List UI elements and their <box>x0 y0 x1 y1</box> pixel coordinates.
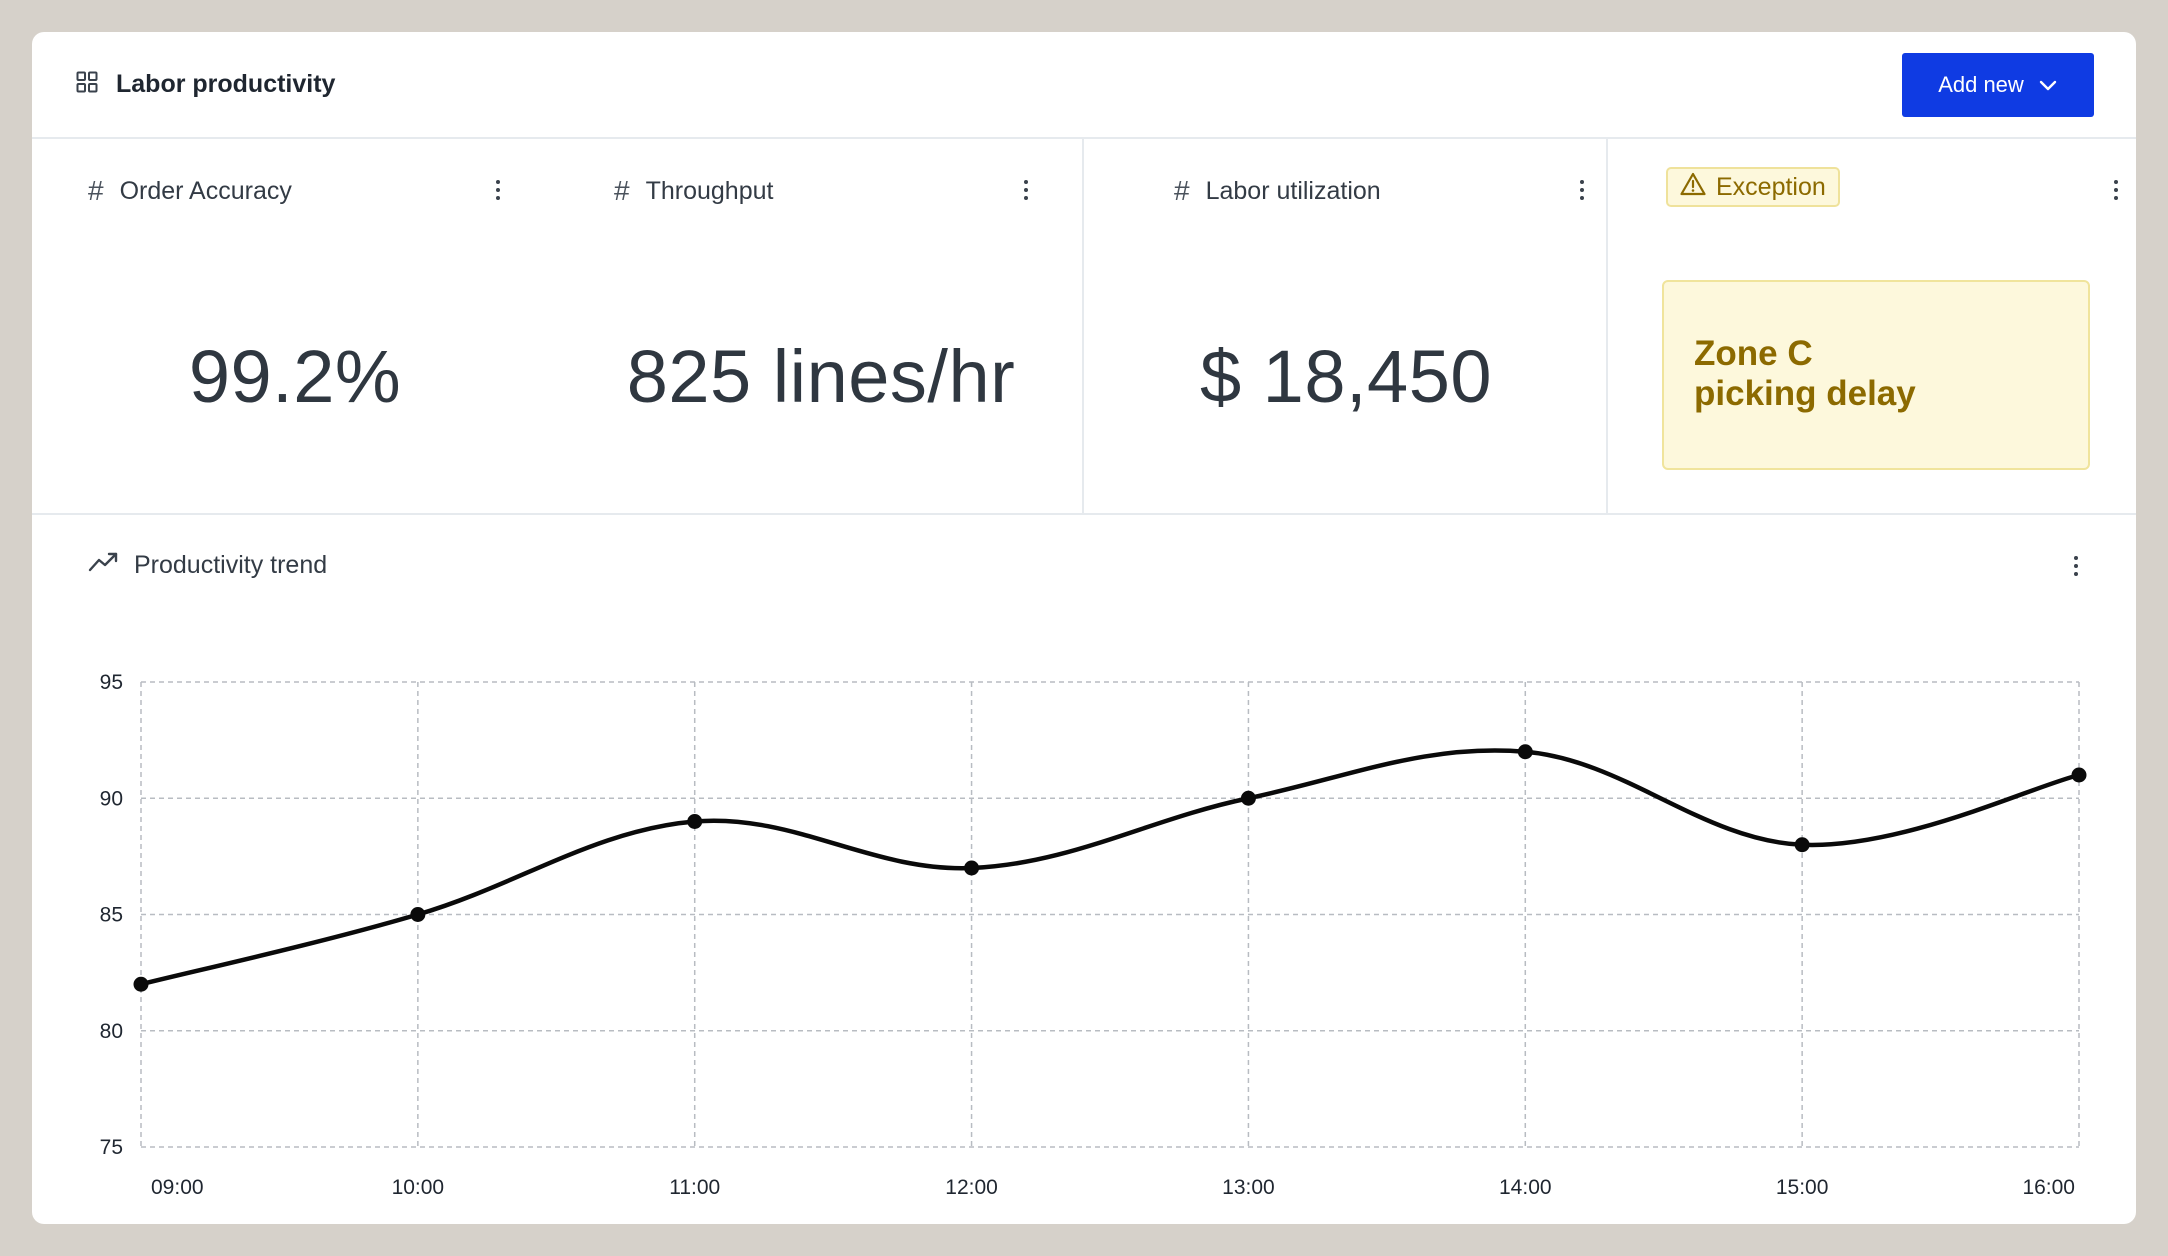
kpi-label: Throughput <box>645 176 774 205</box>
kpi-order-accuracy: # Order Accuracy 99.2% <box>32 139 558 513</box>
kebab-menu-icon[interactable] <box>488 177 508 203</box>
kebab-menu-icon[interactable] <box>1572 177 1592 203</box>
page-title: Labor productivity <box>116 70 336 98</box>
chart-header: Productivity trend <box>88 551 327 580</box>
hash-icon: # <box>614 175 630 206</box>
data-point[interactable] <box>964 860 980 876</box>
divider <box>1082 139 1084 513</box>
x-tick-label: 12:00 <box>945 1176 998 1199</box>
x-tick-label: 09:00 <box>151 1176 204 1199</box>
chart-title: Productivity trend <box>134 551 328 579</box>
kpi-value: 825 lines/hr <box>626 335 1016 418</box>
kpi-label: Labor utilization <box>1205 176 1381 205</box>
kebab-menu-icon[interactable] <box>2066 553 2086 579</box>
chevron-down-icon <box>2038 72 2058 98</box>
productivity-trend-section: 75 80 85 90 95 09:00 10:00 11:00 12:00 13:00 14:00… <box>32 515 2136 1224</box>
dashboard-header: Labor productivity Add new <box>32 32 2136 139</box>
data-point[interactable] <box>1240 790 1256 806</box>
kpi-label: Order Accuracy <box>119 176 292 205</box>
y-tick-label: 95 <box>100 671 123 694</box>
data-point[interactable] <box>133 976 149 992</box>
kebab-menu-icon[interactable] <box>2106 177 2126 203</box>
dashboard-card: Labor productivity Add new # Order Accur… <box>32 32 2136 1224</box>
data-point[interactable] <box>687 814 703 829</box>
kpi-exception: Exception Zone C picking delay <box>1608 139 2136 513</box>
exception-badge-label: Exception <box>1716 172 1826 201</box>
trending-up-icon <box>88 551 120 580</box>
data-point[interactable] <box>1794 837 1810 853</box>
kpi-header: # Throughput <box>614 175 773 207</box>
kpi-labor-utilization: # Labor utilization $ 18,450 <box>1084 139 1608 513</box>
warning-icon <box>1680 172 1706 203</box>
kebab-menu-icon[interactable] <box>1016 177 1036 203</box>
y-tick-label: 75 <box>100 1136 123 1159</box>
x-tick-label: 13:00 <box>1222 1176 1275 1199</box>
x-tick-label: 14:00 <box>1499 1176 1552 1199</box>
add-new-button[interactable]: Add new <box>1902 53 2094 117</box>
divider <box>1606 139 1608 513</box>
y-tick-label: 90 <box>100 787 123 810</box>
x-tick-label: 11:00 <box>669 1176 720 1199</box>
x-tick-label: 15:00 <box>1776 1176 1829 1199</box>
kpi-value: 99.2% <box>188 335 402 418</box>
exception-message: Zone C picking delay <box>1662 280 2090 470</box>
x-tick-label: 10:00 <box>392 1176 445 1199</box>
title-group: Labor productivity <box>76 70 335 99</box>
data-point[interactable] <box>2071 767 2087 783</box>
data-point[interactable] <box>1517 744 1533 760</box>
productivity-chart: 75 80 85 90 95 09:00 10:00 11:00 12:00 13:00 14:00… <box>100 671 2087 1199</box>
add-new-label: Add new <box>1938 72 2024 97</box>
hash-icon: # <box>1174 175 1190 206</box>
exception-message-line: Zone C <box>1694 334 1813 373</box>
exception-message-line: picking delay <box>1694 374 1916 413</box>
data-point[interactable] <box>410 907 426 922</box>
kpi-throughput: # Throughput 825 lines/hr <box>558 139 1084 513</box>
grid-icon <box>76 71 98 98</box>
kpi-value: $ 18,450 <box>1199 335 1493 418</box>
y-tick-label: 85 <box>100 904 123 927</box>
series-line <box>140 748 2080 987</box>
x-tick-label: 16:00 <box>2022 1176 2075 1199</box>
hash-icon: # <box>88 175 104 206</box>
kpi-row: # Order Accuracy 99.2% # Throughput 825 … <box>32 139 2136 515</box>
y-tick-label: 80 <box>100 1020 123 1043</box>
exception-badge: Exception <box>1666 167 1840 207</box>
kpi-header: # Order Accuracy <box>88 175 292 207</box>
kpi-header: # Labor utilization <box>1174 175 1381 207</box>
